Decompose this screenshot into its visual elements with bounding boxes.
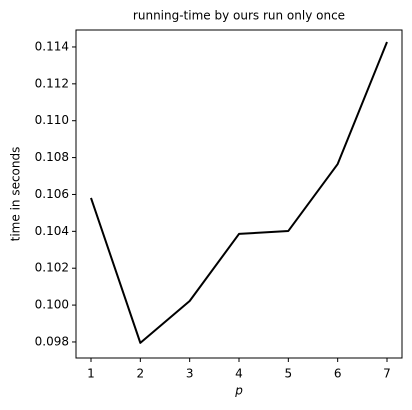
y-axis-label: time in seconds [9,147,23,242]
x-tick-label: 4 [235,367,243,381]
x-axis-label: p [234,384,243,398]
x-tick-label: 3 [186,367,194,381]
x-tick-label: 1 [87,367,95,381]
chart-title: running-time by ours run only once [133,9,345,23]
y-tick-label: 0.098 [35,334,69,348]
y-tick-label: 0.104 [35,224,69,238]
y-tick-label: 0.112 [35,76,69,90]
y-tick-label: 0.108 [35,150,69,164]
data-line [90,41,388,344]
y-tick-label: 0.100 [35,298,69,312]
plot-frame [75,29,403,359]
y-tick-label: 0.106 [35,187,69,201]
x-tick-label: 2 [137,367,145,381]
x-tick-label: 7 [383,367,391,381]
x-tick-label: 5 [285,367,293,381]
y-tick-label: 0.102 [35,261,69,275]
y-tick-label: 0.110 [35,113,69,127]
x-tick-label: 6 [334,367,342,381]
y-tick-label: 0.114 [35,39,69,53]
